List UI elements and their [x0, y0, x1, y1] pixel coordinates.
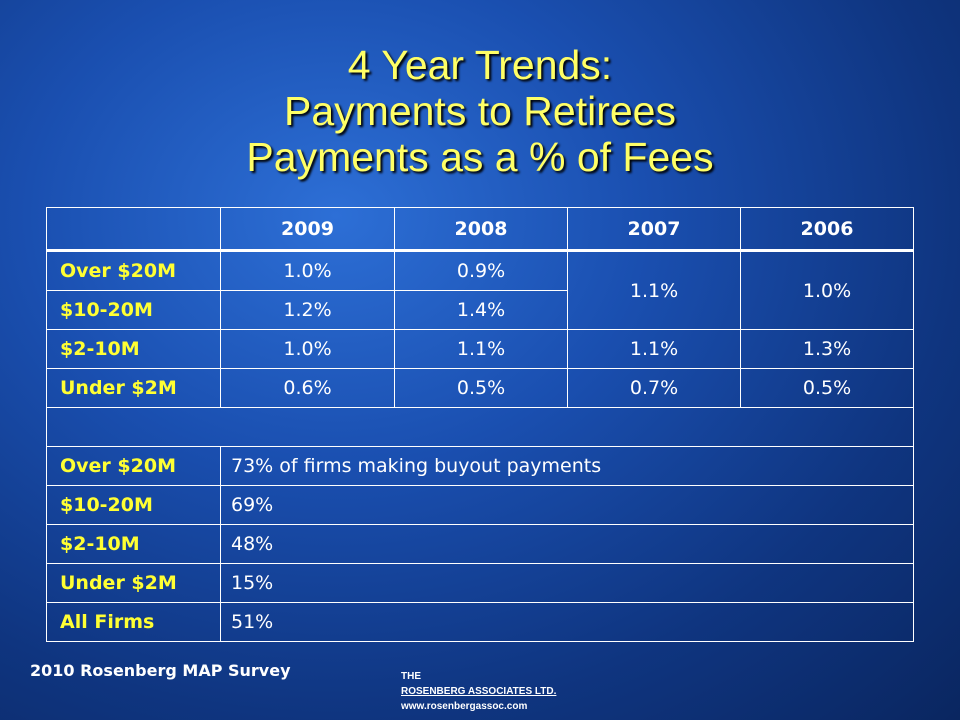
title-line-3: Payments as a % of Fees [246, 134, 714, 180]
table-row: All Firms 51% [46, 602, 914, 642]
row-label: Over $20M [46, 250, 221, 291]
row-label: Under $2M [46, 563, 221, 603]
slide-title: 4 Year Trends: Payments to Retirees Paym… [0, 42, 960, 180]
cell-2009: 0.6% [220, 368, 395, 408]
cell-2006: 1.3% [740, 329, 914, 369]
brand-the: THE [401, 671, 421, 682]
header-year-2009: 2009 [220, 207, 395, 251]
cell-2008: 0.9% [394, 250, 568, 291]
table-row: Over $20M 73% of firms making buyout pay… [46, 446, 914, 486]
title-line-2: Payments to Retirees [284, 88, 676, 134]
cell-2007: 0.7% [567, 368, 741, 408]
cell-2009: 1.0% [220, 250, 395, 291]
table-header-row: 2009 2008 2007 2006 [46, 207, 914, 251]
cell-2008: 1.4% [394, 290, 568, 330]
header-year-2006: 2006 [740, 207, 914, 251]
cell-2009: 1.2% [220, 290, 395, 330]
table-row: $10-20M 69% [46, 485, 914, 525]
table-row: $2-10M 1.0% 1.1% 1.1% 1.3% [46, 329, 914, 369]
table-row: $2-10M 48% [46, 524, 914, 564]
row-label: All Firms [46, 602, 221, 642]
cell-2009: 1.0% [220, 329, 395, 369]
payments-table: 2009 2008 2007 2006 Over $20M 1.0% 0.9% … [46, 207, 914, 642]
buyout-value: 69% [220, 485, 914, 525]
buyout-value: 73% of firms making buyout payments [220, 446, 914, 486]
row-label: $2-10M [46, 524, 221, 564]
title-line-1: 4 Year Trends: [347, 42, 613, 88]
cell-2006-merged: 1.0% [740, 250, 914, 330]
header-blank-cell [46, 207, 221, 251]
table-row: Under $2M 0.6% 0.5% 0.7% 0.5% [46, 368, 914, 408]
cell-2006: 0.5% [740, 368, 914, 408]
buyout-value: 48% [220, 524, 914, 564]
survey-caption: 2010 Rosenberg MAP Survey [30, 661, 291, 680]
cell-2007: 1.1% [567, 329, 741, 369]
brand-url: www.rosenbergassoc.com [401, 701, 528, 712]
table-row: $10-20M 1.2% 1.4% [46, 290, 914, 330]
buyout-value: 51% [220, 602, 914, 642]
table-row: Over $20M 1.0% 0.9% 1.1% 1.0% [46, 250, 914, 330]
table-row: Under $2M 15% [46, 563, 914, 603]
cell-2008: 0.5% [394, 368, 568, 408]
row-label: Over $20M [46, 446, 221, 486]
row-label: $10-20M [46, 485, 221, 525]
row-label: $2-10M [46, 329, 221, 369]
spacer-row [46, 407, 914, 447]
header-year-2008: 2008 [394, 207, 568, 251]
header-year-2007: 2007 [567, 207, 741, 251]
spacer-cell [46, 407, 914, 447]
cell-2008: 1.1% [394, 329, 568, 369]
brand-block: THE ROSENBERG ASSOCIATES LTD. www.rosenb… [401, 669, 556, 714]
buyout-value: 15% [220, 563, 914, 603]
row-label: Under $2M [46, 368, 221, 408]
brand-name-link[interactable]: ROSENBERG ASSOCIATES LTD. [401, 686, 557, 697]
row-label: $10-20M [46, 290, 221, 330]
cell-2007-merged: 1.1% [567, 250, 741, 330]
